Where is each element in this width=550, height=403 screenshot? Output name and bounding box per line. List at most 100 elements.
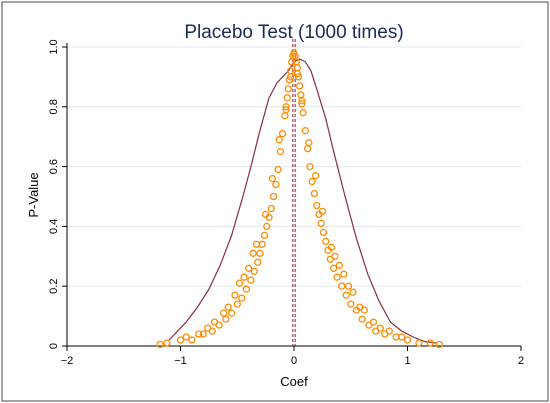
- scatter-point-79: [261, 210, 270, 219]
- scatter-point-67: [426, 339, 434, 347]
- scatter-point-95: [249, 249, 257, 257]
- scatter-point-64: [176, 336, 185, 344]
- scatter-point-84: [344, 282, 353, 290]
- scatter-point-85: [235, 279, 244, 287]
- scatter-point-48: [238, 294, 246, 302]
- scatter-point-32: [263, 222, 271, 231]
- scatter-point-12: [283, 94, 291, 102]
- scatter-point-98: [349, 288, 357, 296]
- scatter-point-90: [385, 327, 393, 335]
- scatter-point-70: [293, 70, 302, 78]
- scatter-point-18: [278, 130, 287, 138]
- scatter-point-89: [210, 318, 219, 326]
- scatter-point-92: [398, 333, 406, 341]
- scatter-point-93: [182, 333, 190, 341]
- scatter-point-99: [231, 291, 239, 299]
- scatter-point-75: [275, 136, 283, 144]
- density-curve: [168, 58, 436, 344]
- x-axis-ticks: −2 −1 0 1 2: [61, 346, 524, 367]
- scatter-point-41: [330, 264, 338, 272]
- scatter-point-14: [282, 103, 290, 111]
- scatter-point-83: [244, 264, 253, 272]
- scatter-point-102: [376, 324, 384, 332]
- scatter-point-46: [242, 285, 250, 293]
- scatter-point-54: [222, 315, 230, 323]
- x-tick-label-3: 1: [404, 355, 410, 367]
- scatter-point-49: [347, 300, 355, 308]
- scatter-point-60: [199, 330, 207, 338]
- scatter-point-38: [256, 249, 264, 257]
- scatter-point-91: [195, 330, 203, 338]
- scatter-point-52: [227, 309, 236, 317]
- scatter-point-17: [301, 127, 310, 135]
- scatter-point-43: [333, 273, 341, 281]
- scatter-point-77: [268, 174, 277, 183]
- scatter-point-80: [327, 243, 336, 251]
- scatter-point-78: [318, 207, 327, 216]
- reference-lines: [292, 39, 296, 346]
- x-tick-label-2: 0: [291, 355, 297, 367]
- scatter-point-28: [267, 204, 275, 213]
- scatter-point-103: [204, 324, 212, 332]
- scatter-point-4: [288, 58, 296, 66]
- scatter-point-94: [331, 252, 339, 260]
- scatter-point-31: [317, 219, 325, 228]
- y-tick-label-3: 0.6: [48, 159, 60, 174]
- scatter-point-53: [358, 315, 366, 323]
- x-tick-label-4: 2: [518, 355, 524, 367]
- scatter-point-63: [403, 336, 412, 344]
- scatter-point-66: [163, 339, 171, 347]
- scatter-point-40: [254, 258, 262, 266]
- scatter-point-74: [305, 139, 313, 147]
- x-tick-label-1: −1: [174, 355, 187, 367]
- scatter-point-88: [369, 318, 378, 326]
- density-curve-layer: [168, 58, 436, 344]
- scatter-point-26: [269, 192, 278, 201]
- scatter-point-68: [435, 340, 443, 349]
- y-tick-label-0: 0: [48, 343, 60, 349]
- scatter-point-72: [298, 97, 306, 105]
- y-axis-ticks: 0 0.2 0.4 0.6 0.8 1.0: [48, 39, 67, 349]
- scatter-point-34: [260, 231, 269, 240]
- y-tick-label-1: 0.2: [48, 279, 60, 294]
- y-axis-title: P-Value: [26, 172, 41, 217]
- scatter-point-21: [306, 162, 314, 171]
- scatter-point-9: [296, 82, 304, 90]
- chart-title: Placebo Test (1000 times): [184, 22, 403, 43]
- scatter-point-13: [298, 100, 306, 108]
- scatter-point-35: [322, 237, 330, 246]
- y-tick-label-2: 0.4: [48, 219, 60, 234]
- scatter-point-15: [299, 109, 307, 117]
- scatter-point-33: [319, 228, 328, 237]
- scatter-point-100: [360, 306, 369, 314]
- scatter-point-76: [311, 171, 320, 180]
- y-tick-label-5: 1.0: [48, 39, 60, 54]
- scatter-point-97: [240, 273, 248, 281]
- scatter-point-27: [313, 201, 321, 210]
- scatter-point-44: [247, 276, 255, 284]
- scatter-point-24: [272, 180, 280, 189]
- scatter-point-10: [284, 85, 292, 93]
- scatter-point-42: [250, 267, 258, 275]
- scatter-point-62: [188, 336, 196, 344]
- scatter-point-69: [156, 340, 164, 349]
- scatter-point-101: [219, 309, 228, 317]
- scatter-point-47: [342, 291, 350, 299]
- scatter-point-25: [310, 189, 319, 198]
- scatter-point-96: [340, 270, 348, 278]
- scatter-point-81: [252, 240, 261, 248]
- scatter-point-45: [338, 282, 346, 290]
- scatter-point-22: [274, 165, 282, 174]
- scatter-point-73: [282, 106, 290, 114]
- x-axis-title: Coef: [280, 374, 308, 389]
- scatter-point-65: [415, 339, 423, 347]
- scatter-point-82: [335, 261, 344, 269]
- scatter-points: [156, 49, 443, 349]
- x-tick-label-0: −2: [61, 355, 74, 367]
- y-tick-label-4: 0.8: [48, 99, 60, 114]
- scatter-point-23: [308, 177, 316, 186]
